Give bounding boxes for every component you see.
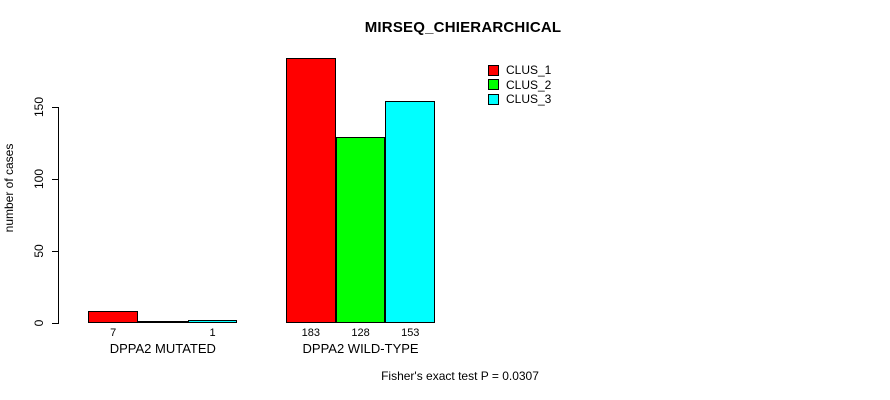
chart-title: MIRSEQ_CHIERARCHICAL <box>364 19 562 36</box>
legend-swatch-clus-2 <box>488 79 499 90</box>
bar-clus-2-dppa2-wild-type <box>335 137 386 323</box>
category-label-dppa2-wild-type: DPPA2 WILD-TYPE <box>302 341 419 356</box>
bar-clus-2-dppa2-mutated <box>138 321 188 323</box>
y-axis-tick-label: 150 <box>32 97 46 118</box>
legend-label: CLUS_3 <box>506 92 552 106</box>
y-axis-tick <box>52 250 59 252</box>
bar-clus-3-dppa2-wild-type <box>385 101 436 323</box>
fisher-test-annotation: Fisher's exact test P = 0.0307 <box>381 369 539 383</box>
legend-swatch-clus-3 <box>488 93 499 105</box>
category-label-dppa2-mutated: DPPA2 MUTATED <box>109 341 216 356</box>
legend-label: CLUS_1 <box>506 63 552 77</box>
legend-item-clus-2: CLUS_2 <box>488 78 551 92</box>
bar-value-label: 183 <box>301 327 321 339</box>
y-axis-tick-label: 100 <box>32 169 46 190</box>
bar-clus-1-dppa2-mutated <box>88 311 138 323</box>
y-axis-tick-label: 0 <box>32 319 46 327</box>
y-axis-tick <box>52 106 59 108</box>
bar-clus-1-dppa2-wild-type <box>286 58 336 323</box>
bar-clus-3-dppa2-mutated <box>187 320 238 323</box>
y-axis-line <box>58 107 59 323</box>
bar-value-label: 128 <box>351 327 370 339</box>
legend-label: CLUS_2 <box>506 77 552 92</box>
y-axis-tick <box>52 322 59 324</box>
legend-swatch-clus-1 <box>488 64 499 76</box>
legend: CLUS_1 CLUS_2 CLUS_3 <box>488 63 551 107</box>
bar-value-label: 1 <box>209 327 216 339</box>
bar-value-label: 7 <box>110 327 117 339</box>
y-axis-tick <box>52 178 59 180</box>
y-axis-label: number of cases <box>2 143 16 233</box>
legend-item-clus-3: CLUS_3 <box>488 92 551 106</box>
legend-item-clus-1: CLUS_1 <box>488 63 551 77</box>
y-axis-tick-label: 50 <box>32 244 46 258</box>
bar-value-label: 153 <box>401 327 420 339</box>
